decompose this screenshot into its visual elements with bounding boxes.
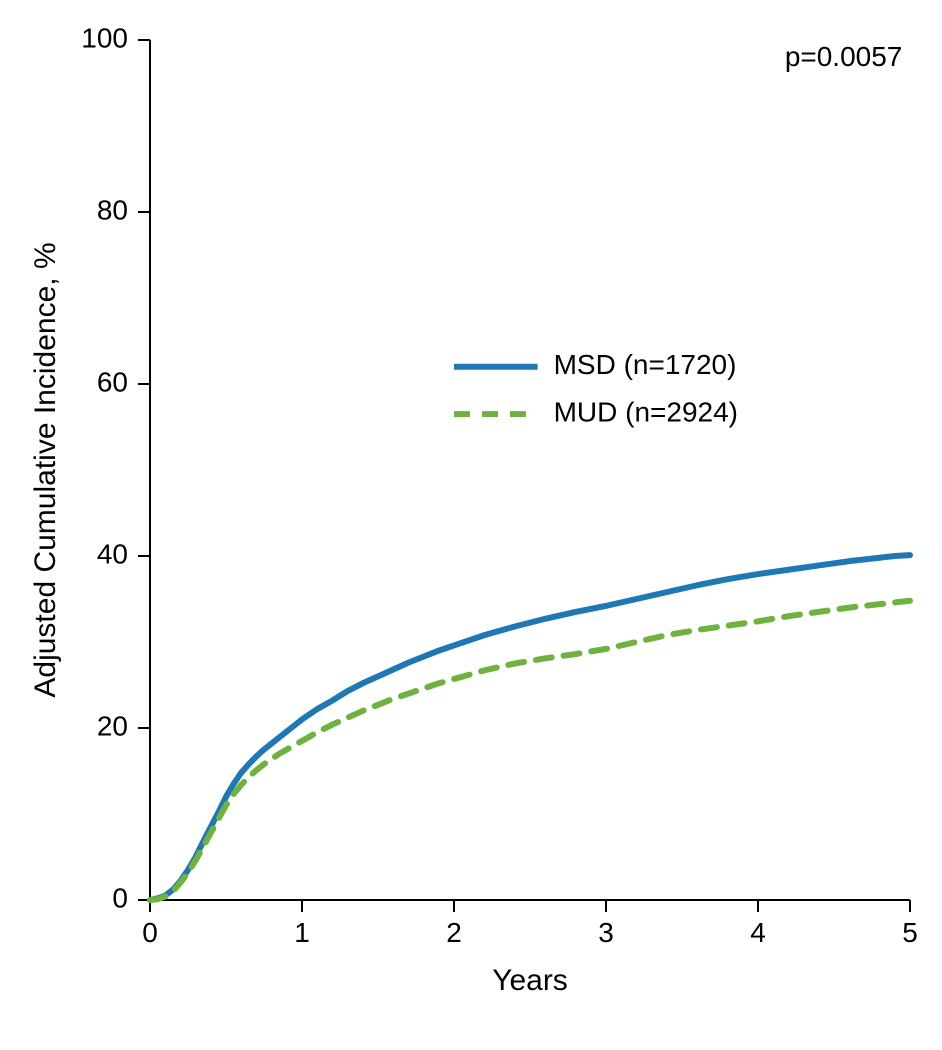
p-value-annotation: p=0.0057 [785,41,903,72]
x-tick-label: 5 [902,917,918,948]
x-tick-label: 0 [142,917,158,948]
chart-container: 0 20 40 60 80 100 0 1 2 3 4 5 Years Adjusted Cumulati… [0,0,942,1050]
x-tick-label: 1 [294,917,310,948]
y-tick-label: 60 [97,366,128,397]
y-tick-label: 100 [81,22,128,53]
x-axis-title: Years [492,964,568,997]
legend-label-msd: MSD (n=1720) [554,349,737,380]
legend-label-mud: MUD (n=2924) [554,396,738,427]
x-tick-label: 3 [598,917,614,948]
y-tick-label: 40 [97,538,128,569]
x-tick-label: 2 [446,917,462,948]
chart-svg: 0 20 40 60 80 100 0 1 2 3 4 5 Years Adjusted Cumulati… [0,0,942,1050]
y-tick-label: 20 [97,710,128,741]
y-tick-label: 0 [112,882,128,913]
y-axis-title: Adjusted Cumulative Incidence, % [29,242,62,697]
x-tick-label: 4 [750,917,766,948]
y-tick-label: 80 [97,194,128,225]
